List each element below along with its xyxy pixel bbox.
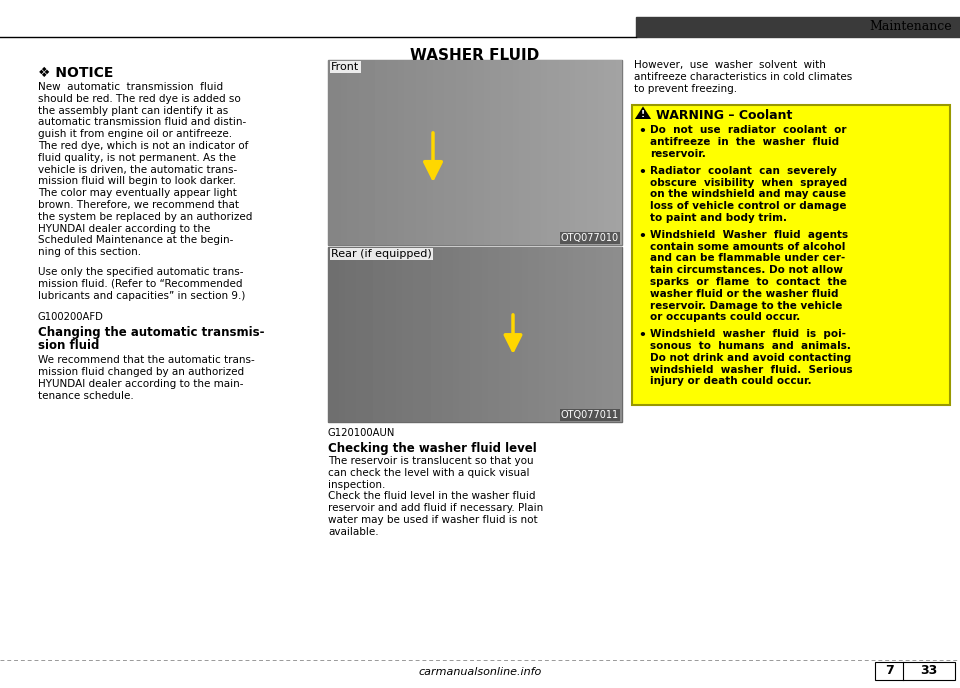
Text: on the windshield and may cause: on the windshield and may cause [650, 189, 846, 200]
Text: The red dye, which is not an indicator of: The red dye, which is not an indicator o… [38, 141, 249, 151]
Text: automatic transmission fluid and distin-: automatic transmission fluid and distin- [38, 118, 247, 127]
Text: •: • [638, 329, 646, 342]
Text: Checking the washer fluid level: Checking the washer fluid level [328, 442, 537, 455]
Bar [632, 105, 950, 405]
Text: •: • [638, 166, 646, 179]
Text: to paint and body trim.: to paint and body trim. [650, 213, 787, 223]
Text: OTQ077011: OTQ077011 [561, 410, 619, 420]
Text: or occupants could occur.: or occupants could occur. [650, 312, 801, 323]
Text: reservoir. Damage to the vehicle: reservoir. Damage to the vehicle [650, 301, 842, 310]
Text: windshield  washer  fluid.  Serious: windshield washer fluid. Serious [650, 365, 852, 374]
Text: should be red. The red dye is added so: should be red. The red dye is added so [38, 94, 241, 104]
Text: Do  not  use  radiator  coolant  or: Do not use radiator coolant or [650, 125, 847, 136]
Text: Do not drink and avoid contacting: Do not drink and avoid contacting [650, 353, 852, 363]
Text: •: • [638, 125, 646, 138]
Text: to prevent freezing.: to prevent freezing. [634, 84, 737, 94]
Text: WARNING – Coolant: WARNING – Coolant [656, 109, 792, 122]
Text: obscure  visibility  when  sprayed: obscure visibility when sprayed [650, 178, 847, 188]
Text: tain circumstances. Do not allow: tain circumstances. Do not allow [650, 265, 843, 275]
Text: can check the level with a quick visual: can check the level with a quick visual [328, 468, 530, 477]
Text: New  automatic  transmission  fluid: New automatic transmission fluid [38, 82, 223, 92]
Text: Windshield  washer  fluid  is  poi-: Windshield washer fluid is poi- [650, 329, 846, 339]
Text: washer fluid or the washer fluid: washer fluid or the washer fluid [650, 289, 838, 299]
Text: available.: available. [328, 527, 378, 537]
Bar [636, 17, 960, 37]
Text: inspection.: inspection. [328, 480, 385, 490]
Text: guish it from engine oil or antifreeze.: guish it from engine oil or antifreeze. [38, 129, 232, 139]
Text: antifreeze  in  the  washer  fluid: antifreeze in the washer fluid [650, 137, 839, 147]
Text: vehicle is driven, the automatic trans-: vehicle is driven, the automatic trans- [38, 164, 237, 175]
Text: ning of this section.: ning of this section. [38, 247, 141, 257]
Text: WASHER FLUID: WASHER FLUID [410, 48, 540, 63]
Text: reservoir.: reservoir. [650, 149, 706, 159]
Text: carmanualsonline.info: carmanualsonline.info [419, 667, 541, 677]
Text: Rear (if equipped): Rear (if equipped) [331, 249, 432, 259]
Text: loss of vehicle control or damage: loss of vehicle control or damage [650, 201, 847, 211]
Text: reservoir and add fluid if necessary. Plain: reservoir and add fluid if necessary. Pl… [328, 503, 543, 513]
Text: sparks  or  flame  to  contact  the: sparks or flame to contact the [650, 277, 847, 287]
Text: Front: Front [331, 62, 359, 72]
Text: HYUNDAI dealer according to the main-: HYUNDAI dealer according to the main- [38, 379, 244, 389]
Text: 33: 33 [921, 665, 938, 678]
Text: lubricants and capacities” in section 9.): lubricants and capacities” in section 9.… [38, 290, 246, 301]
Bar [328, 247, 622, 422]
Text: The color may eventually appear light: The color may eventually appear light [38, 189, 237, 198]
Text: tenance schedule.: tenance schedule. [38, 391, 133, 401]
Text: However,  use  washer  solvent  with: However, use washer solvent with [634, 60, 826, 70]
Text: HYUNDAI dealer according to the: HYUNDAI dealer according to the [38, 224, 210, 234]
Text: the assembly plant can identify it as: the assembly plant can identify it as [38, 105, 228, 116]
Text: Use only the specified automatic trans-: Use only the specified automatic trans- [38, 267, 244, 277]
Text: Windshield  Washer  fluid  agents: Windshield Washer fluid agents [650, 230, 848, 240]
Text: fluid quality, is not permanent. As the: fluid quality, is not permanent. As the [38, 153, 236, 163]
Text: sion fluid: sion fluid [38, 339, 100, 352]
Text: brown. Therefore, we recommend that: brown. Therefore, we recommend that [38, 200, 239, 210]
Text: !: ! [641, 109, 645, 118]
Text: We recommend that the automatic trans-: We recommend that the automatic trans- [38, 356, 254, 365]
Text: OTQ077010: OTQ077010 [561, 233, 619, 243]
Bar [875, 662, 955, 680]
Text: Scheduled Maintenance at the begin-: Scheduled Maintenance at the begin- [38, 235, 233, 246]
Polygon shape [635, 107, 651, 119]
Text: water may be used if washer fluid is not: water may be used if washer fluid is not [328, 515, 538, 525]
Text: contain some amounts of alcohol: contain some amounts of alcohol [650, 241, 846, 252]
Text: mission fluid. (Refer to “Recommended: mission fluid. (Refer to “Recommended [38, 279, 243, 289]
Text: Changing the automatic transmis-: Changing the automatic transmis- [38, 326, 265, 339]
Text: G100200AFD: G100200AFD [38, 312, 104, 323]
Text: mission fluid will begin to look darker.: mission fluid will begin to look darker. [38, 176, 236, 186]
Text: and can be flammable under cer-: and can be flammable under cer- [650, 253, 845, 264]
Text: mission fluid changed by an authorized: mission fluid changed by an authorized [38, 367, 244, 377]
Text: 7: 7 [884, 665, 894, 678]
Text: Maintenance: Maintenance [870, 21, 952, 34]
Text: antifreeze characteristics in cold climates: antifreeze characteristics in cold clima… [634, 72, 852, 82]
Text: G120100AUN: G120100AUN [328, 428, 396, 438]
Text: the system be replaced by an authorized: the system be replaced by an authorized [38, 212, 252, 222]
Text: sonous  to  humans  and  animals.: sonous to humans and animals. [650, 341, 851, 351]
Text: Check the fluid level in the washer fluid: Check the fluid level in the washer flui… [328, 491, 536, 502]
Bar [328, 60, 622, 245]
Text: The reservoir is translucent so that you: The reservoir is translucent so that you [328, 456, 534, 466]
Text: Radiator  coolant  can  severely: Radiator coolant can severely [650, 166, 837, 176]
Text: •: • [638, 230, 646, 243]
Text: ❖ NOTICE: ❖ NOTICE [38, 66, 113, 80]
Text: injury or death could occur.: injury or death could occur. [650, 376, 811, 387]
